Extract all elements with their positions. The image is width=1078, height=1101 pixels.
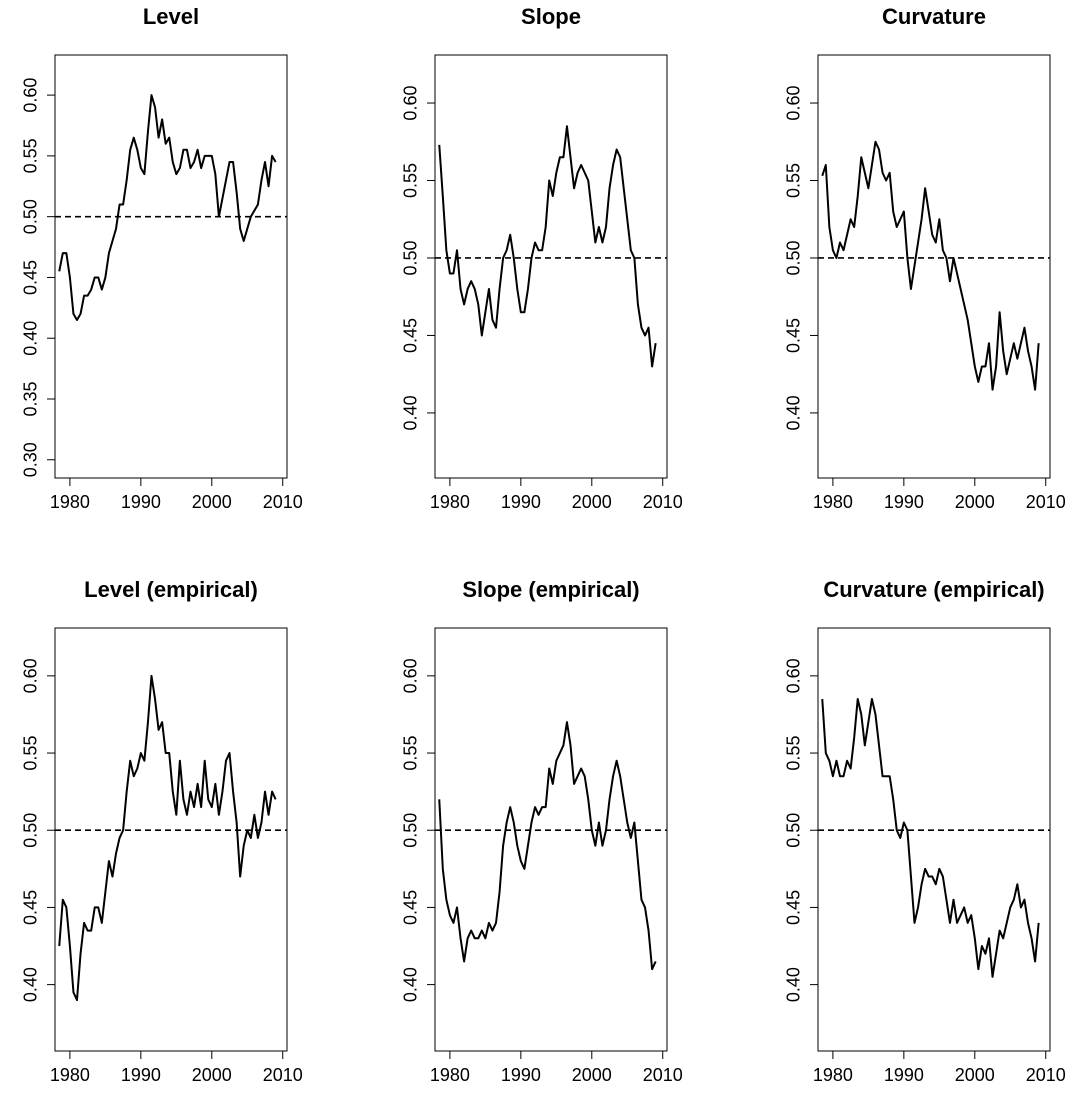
panel-title: Level bbox=[143, 4, 199, 29]
data-line bbox=[821, 140, 1040, 391]
x-tick-label: 1980 bbox=[50, 492, 90, 512]
plot-frame bbox=[54, 627, 288, 1052]
x-tick-label: 2000 bbox=[572, 1065, 612, 1085]
panel: Slope (empirical) 1980 1990 2000 2010 0.40 0.4… bbox=[401, 577, 683, 1085]
y-tick-label: 0.60 bbox=[784, 86, 804, 121]
y-tick-label: 0.45 bbox=[21, 890, 41, 925]
y-tick-label: 0.45 bbox=[401, 890, 421, 925]
panel: Level (empirical) 1980 1990 2000 2010 0.40 0.4… bbox=[21, 577, 303, 1085]
x-tick-label: 2010 bbox=[643, 1065, 683, 1085]
y-tick-label: 0.45 bbox=[401, 318, 421, 353]
y-tick-label: 0.60 bbox=[784, 658, 804, 693]
panel-title: Slope bbox=[521, 4, 581, 29]
x-tick-label: 1980 bbox=[50, 1065, 90, 1085]
plot-frame bbox=[54, 54, 288, 479]
y-tick-label: 0.50 bbox=[401, 813, 421, 848]
y-tick-label: 0.40 bbox=[21, 967, 41, 1002]
y-tick-label: 0.35 bbox=[21, 381, 41, 416]
data-line bbox=[58, 674, 277, 1002]
y-tick-label: 0.40 bbox=[784, 967, 804, 1002]
data-line bbox=[438, 721, 657, 971]
y-tick-label: 0.60 bbox=[401, 658, 421, 693]
panel: Curvature (empirical) 1980 1990 2000 2010 0.4… bbox=[784, 577, 1066, 1085]
data-line bbox=[58, 94, 277, 321]
x-tick-label: 2010 bbox=[1026, 492, 1066, 512]
x-tick-label: 2000 bbox=[192, 1065, 232, 1085]
panel-title: Curvature bbox=[882, 4, 986, 29]
x-tick-label: 2000 bbox=[572, 492, 612, 512]
y-tick-label: 0.50 bbox=[784, 240, 804, 275]
panel-title: Slope (empirical) bbox=[462, 577, 639, 602]
plot-frame bbox=[434, 627, 668, 1052]
y-tick-label: 0.50 bbox=[21, 199, 41, 234]
x-tick-label: 1980 bbox=[430, 492, 470, 512]
data-line bbox=[821, 698, 1040, 978]
panel: Level 1980 1990 2000 2010 0.30 0.35 0.40 0.45 0.5… bbox=[21, 4, 303, 512]
y-tick-label: 0.45 bbox=[784, 890, 804, 925]
plot-frame bbox=[817, 627, 1051, 1052]
x-tick-label: 1980 bbox=[813, 492, 853, 512]
y-tick-label: 0.50 bbox=[784, 813, 804, 848]
y-tick-label: 0.55 bbox=[21, 736, 41, 771]
panel: Slope 1980 1990 2000 2010 0.40 0.45 0.50 0.55 0.6… bbox=[401, 4, 683, 512]
plot-frame bbox=[434, 54, 668, 479]
panel-title: Curvature (empirical) bbox=[823, 577, 1044, 602]
x-tick-label: 2010 bbox=[643, 492, 683, 512]
y-tick-label: 0.55 bbox=[21, 138, 41, 173]
y-tick-label: 0.40 bbox=[401, 967, 421, 1002]
y-tick-label: 0.60 bbox=[21, 78, 41, 113]
y-tick-label: 0.30 bbox=[21, 442, 41, 477]
y-tick-label: 0.60 bbox=[401, 86, 421, 121]
x-tick-label: 2010 bbox=[263, 1065, 303, 1085]
y-tick-label: 0.55 bbox=[401, 736, 421, 771]
panel-title: Level (empirical) bbox=[84, 577, 258, 602]
x-tick-label: 1990 bbox=[501, 1065, 541, 1085]
panel: Curvature 1980 1990 2000 2010 0.40 0.45 0.50 0.5… bbox=[784, 4, 1066, 512]
y-tick-label: 0.55 bbox=[784, 736, 804, 771]
x-tick-label: 2010 bbox=[1026, 1065, 1066, 1085]
plot-frame bbox=[817, 54, 1051, 479]
y-tick-label: 0.55 bbox=[401, 163, 421, 198]
x-tick-label: 1990 bbox=[121, 1065, 161, 1085]
x-tick-label: 2010 bbox=[263, 492, 303, 512]
y-tick-label: 0.45 bbox=[21, 260, 41, 295]
x-tick-label: 1990 bbox=[884, 1065, 924, 1085]
y-tick-label: 0.50 bbox=[401, 240, 421, 275]
y-tick-label: 0.40 bbox=[21, 321, 41, 356]
x-tick-label: 2000 bbox=[955, 1065, 995, 1085]
y-tick-label: 0.40 bbox=[401, 395, 421, 430]
x-tick-label: 1990 bbox=[501, 492, 541, 512]
x-tick-label: 1990 bbox=[884, 492, 924, 512]
x-tick-label: 2000 bbox=[192, 492, 232, 512]
x-tick-label: 1980 bbox=[813, 1065, 853, 1085]
y-tick-label: 0.60 bbox=[21, 658, 41, 693]
data-line bbox=[438, 125, 657, 368]
y-tick-label: 0.40 bbox=[784, 395, 804, 430]
x-tick-label: 1990 bbox=[121, 492, 161, 512]
y-tick-label: 0.45 bbox=[784, 318, 804, 353]
x-tick-label: 1980 bbox=[430, 1065, 470, 1085]
x-tick-label: 2000 bbox=[955, 492, 995, 512]
y-tick-label: 0.55 bbox=[784, 163, 804, 198]
y-tick-label: 0.50 bbox=[21, 813, 41, 848]
